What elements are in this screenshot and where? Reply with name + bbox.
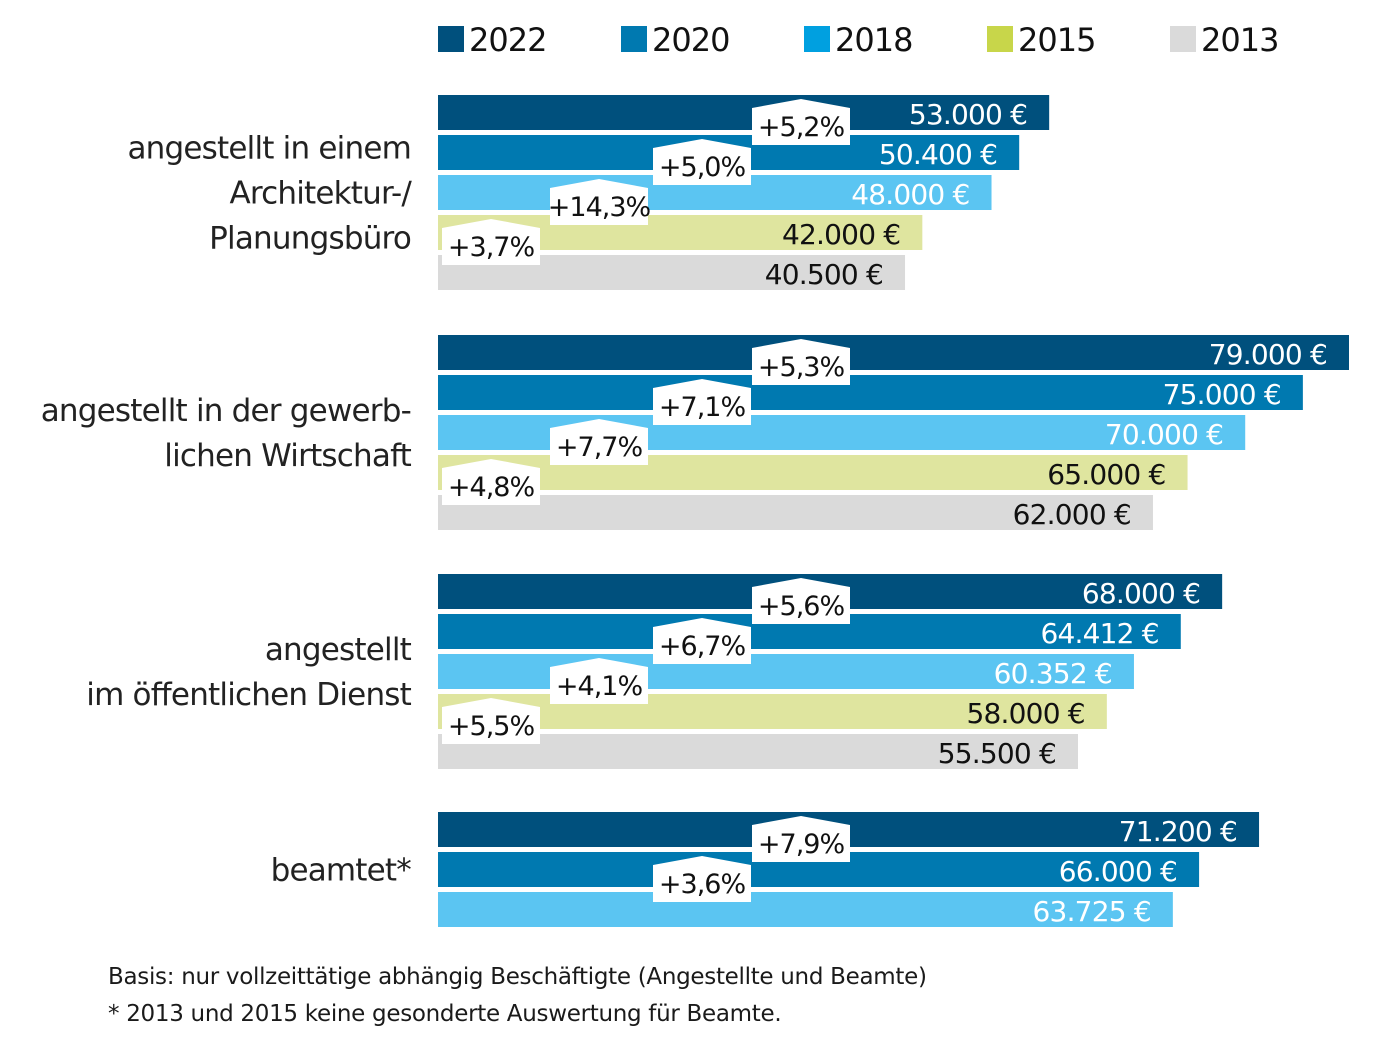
change-badge	[653, 618, 751, 664]
change-badge	[653, 379, 751, 425]
change-badge	[752, 99, 850, 145]
category-label: beamtet*	[271, 853, 412, 889]
change-badge-label: +5,6%	[758, 591, 845, 622]
change-badge	[752, 578, 850, 624]
bar-2018	[438, 892, 1173, 927]
change-badge-label: +7,1%	[659, 392, 746, 423]
legend-label-2022: 2022	[469, 21, 546, 59]
change-badge-label: +4,8%	[448, 472, 535, 503]
bar-value-label-2013: 62.000 €	[1013, 498, 1131, 531]
legend-label-2015: 2015	[1018, 21, 1095, 59]
bar-value-label-2015: 58.000 €	[967, 697, 1085, 730]
bar-value-label-2015: 42.000 €	[782, 218, 900, 251]
category-label: angestellt	[265, 632, 412, 668]
change-badge-label: +3,6%	[659, 869, 746, 900]
bar-2015	[438, 694, 1107, 729]
legend-swatch-2013	[1170, 26, 1196, 52]
category-label: Architektur-/	[229, 176, 412, 212]
legend-swatch-2022	[438, 26, 464, 52]
legend-swatch-2015	[987, 26, 1013, 52]
bar-value-label-2020: 66.000 €	[1059, 855, 1177, 888]
category-label: angestellt in einem	[127, 131, 411, 167]
change-badge	[653, 139, 751, 185]
category-label: im öffentlichen Dienst	[86, 677, 411, 713]
bar-2020	[438, 375, 1303, 410]
bar-value-label-2013: 55.500 €	[938, 737, 1056, 770]
bar-value-label-2018: 63.725 €	[1033, 895, 1151, 928]
change-badge-label: +5,3%	[758, 352, 845, 383]
footnote-basis: Basis: nur vollzeittätige abhängig Besch…	[108, 964, 927, 990]
change-badge-label: +4,1%	[556, 671, 643, 702]
change-badge	[550, 179, 648, 225]
change-badge	[550, 419, 648, 465]
bar-value-label-2013: 40.500 €	[765, 258, 883, 291]
change-badge	[442, 698, 540, 744]
category-label: lichen Wirtschaft	[164, 438, 411, 474]
bar-value-label-2022: 71.200 €	[1119, 815, 1237, 848]
legend-label-2013: 2013	[1201, 21, 1278, 59]
category-label: Planungsbüro	[209, 221, 411, 257]
change-badge-label: +7,9%	[758, 829, 845, 860]
legend-swatch-2018	[804, 26, 830, 52]
change-badge	[752, 339, 850, 385]
change-badge	[442, 219, 540, 265]
change-badge	[442, 459, 540, 505]
bar-value-label-2018: 60.352 €	[994, 657, 1112, 690]
bar-value-label-2020: 64.412 €	[1040, 617, 1158, 650]
category-label: angestellt in der gewerb-	[41, 393, 411, 429]
change-badge-label: +5,0%	[659, 152, 746, 183]
bar-value-label-2020: 75.000 €	[1163, 378, 1281, 411]
bar-value-label-2022: 79.000 €	[1209, 338, 1327, 371]
change-badge-label: +7,7%	[556, 432, 643, 463]
bar-2013	[438, 495, 1153, 530]
bar-2022	[438, 335, 1349, 370]
change-badge-label: +14,3%	[548, 192, 651, 223]
bar-2013	[438, 734, 1079, 769]
change-badge-label: +5,2%	[758, 112, 845, 143]
legend-label-2020: 2020	[652, 21, 729, 59]
legend-swatch-2020	[621, 26, 647, 52]
bar-value-label-2020: 50.400 €	[879, 138, 997, 171]
change-badge-label: +6,7%	[659, 631, 746, 662]
bar-value-label-2018: 48.000 €	[851, 178, 969, 211]
change-badge	[653, 856, 751, 902]
change-badge-label: +5,5%	[448, 711, 535, 742]
footnote-beamte: * 2013 und 2015 keine gesonderte Auswert…	[108, 1001, 782, 1027]
legend-label-2018: 2018	[835, 21, 912, 59]
change-badge-label: +3,7%	[448, 232, 535, 263]
bar-value-label-2015: 65.000 €	[1047, 458, 1165, 491]
bar-2022	[438, 95, 1050, 130]
change-badge	[550, 658, 648, 704]
change-badge	[752, 816, 850, 862]
bar-value-label-2022: 53.000 €	[909, 98, 1027, 131]
bar-value-label-2022: 68.000 €	[1082, 577, 1200, 610]
bar-value-label-2018: 70.000 €	[1105, 418, 1223, 451]
